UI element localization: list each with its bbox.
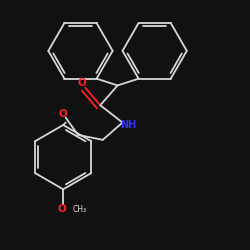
Text: O: O: [58, 204, 66, 214]
Text: O: O: [77, 78, 86, 88]
Text: O: O: [59, 109, 68, 119]
Text: NH: NH: [120, 120, 137, 130]
Text: CH₃: CH₃: [73, 204, 87, 214]
